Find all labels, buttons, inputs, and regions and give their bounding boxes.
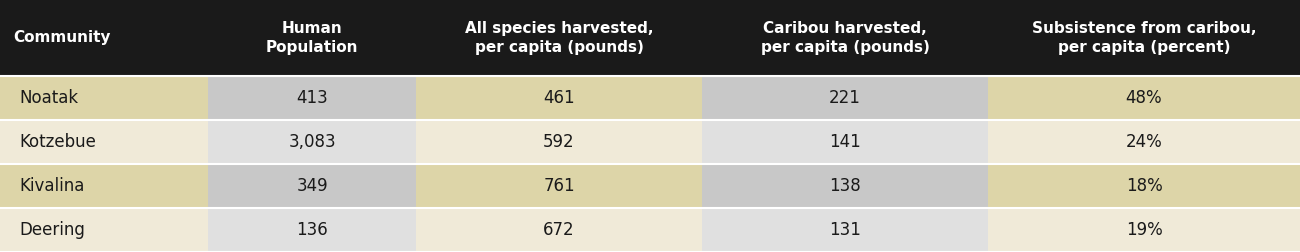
Text: Caribou harvested,
per capita (pounds): Caribou harvested, per capita (pounds) [760, 21, 930, 55]
Text: Noatak: Noatak [20, 89, 78, 107]
Text: 18%: 18% [1126, 177, 1162, 195]
Text: All species harvested,
per capita (pounds): All species harvested, per capita (pound… [465, 21, 653, 55]
Bar [416, 164, 702, 208]
Text: 672: 672 [543, 221, 575, 239]
Bar [208, 164, 416, 208]
Bar [416, 76, 702, 120]
Text: 131: 131 [829, 221, 861, 239]
Bar [208, 208, 416, 252]
Text: Human
Population: Human Population [265, 21, 359, 55]
Text: Kivalina: Kivalina [20, 177, 84, 195]
Bar [0, 120, 208, 164]
Text: 221: 221 [829, 89, 861, 107]
Text: 48%: 48% [1126, 89, 1162, 107]
Text: 592: 592 [543, 133, 575, 151]
Text: 761: 761 [543, 177, 575, 195]
Bar [702, 0, 988, 76]
Bar [416, 0, 702, 76]
Bar [0, 208, 208, 252]
Bar [0, 164, 208, 208]
Text: 349: 349 [296, 177, 328, 195]
Bar [988, 164, 1300, 208]
Text: 413: 413 [296, 89, 328, 107]
Bar [208, 76, 416, 120]
Bar [988, 120, 1300, 164]
Text: 461: 461 [543, 89, 575, 107]
Bar [988, 76, 1300, 120]
Bar [702, 120, 988, 164]
Text: 3,083: 3,083 [289, 133, 335, 151]
Bar [208, 0, 416, 76]
Bar [0, 76, 208, 120]
Text: Community: Community [13, 30, 111, 45]
Bar [702, 164, 988, 208]
Bar [702, 76, 988, 120]
Bar [988, 0, 1300, 76]
Bar [416, 120, 702, 164]
Bar [416, 208, 702, 252]
Text: 19%: 19% [1126, 221, 1162, 239]
Text: 24%: 24% [1126, 133, 1162, 151]
Bar [208, 120, 416, 164]
Bar [988, 208, 1300, 252]
Bar [702, 208, 988, 252]
Text: 136: 136 [296, 221, 328, 239]
Text: 138: 138 [829, 177, 861, 195]
Text: 141: 141 [829, 133, 861, 151]
Text: Deering: Deering [20, 221, 86, 239]
Bar [0, 0, 208, 76]
Text: Subsistence from caribou,
per capita (percent): Subsistence from caribou, per capita (pe… [1032, 21, 1256, 55]
Text: Kotzebue: Kotzebue [20, 133, 96, 151]
